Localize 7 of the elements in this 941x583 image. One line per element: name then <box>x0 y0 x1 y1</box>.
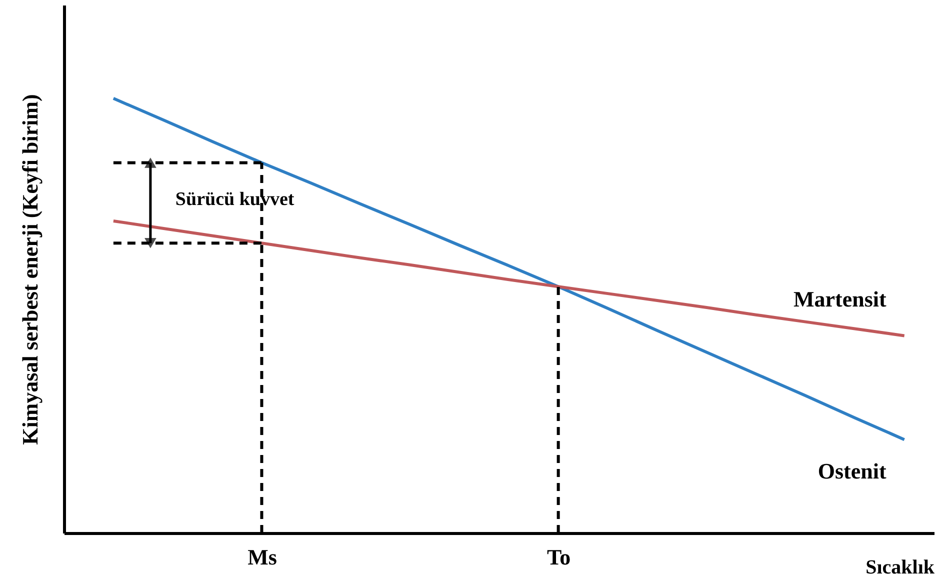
annotation: Sürücü kuvvet <box>175 188 295 210</box>
series-label: Ostenit <box>818 458 887 484</box>
x-tick-label: Ms <box>248 544 278 570</box>
x-axis-title: Sıcaklık <box>866 556 936 578</box>
y-axis-title: Kimyasal serbest enerji (Keyfi birim) <box>18 94 42 445</box>
series-label: Martensit <box>793 286 888 312</box>
x-tick-label: To <box>546 544 571 570</box>
